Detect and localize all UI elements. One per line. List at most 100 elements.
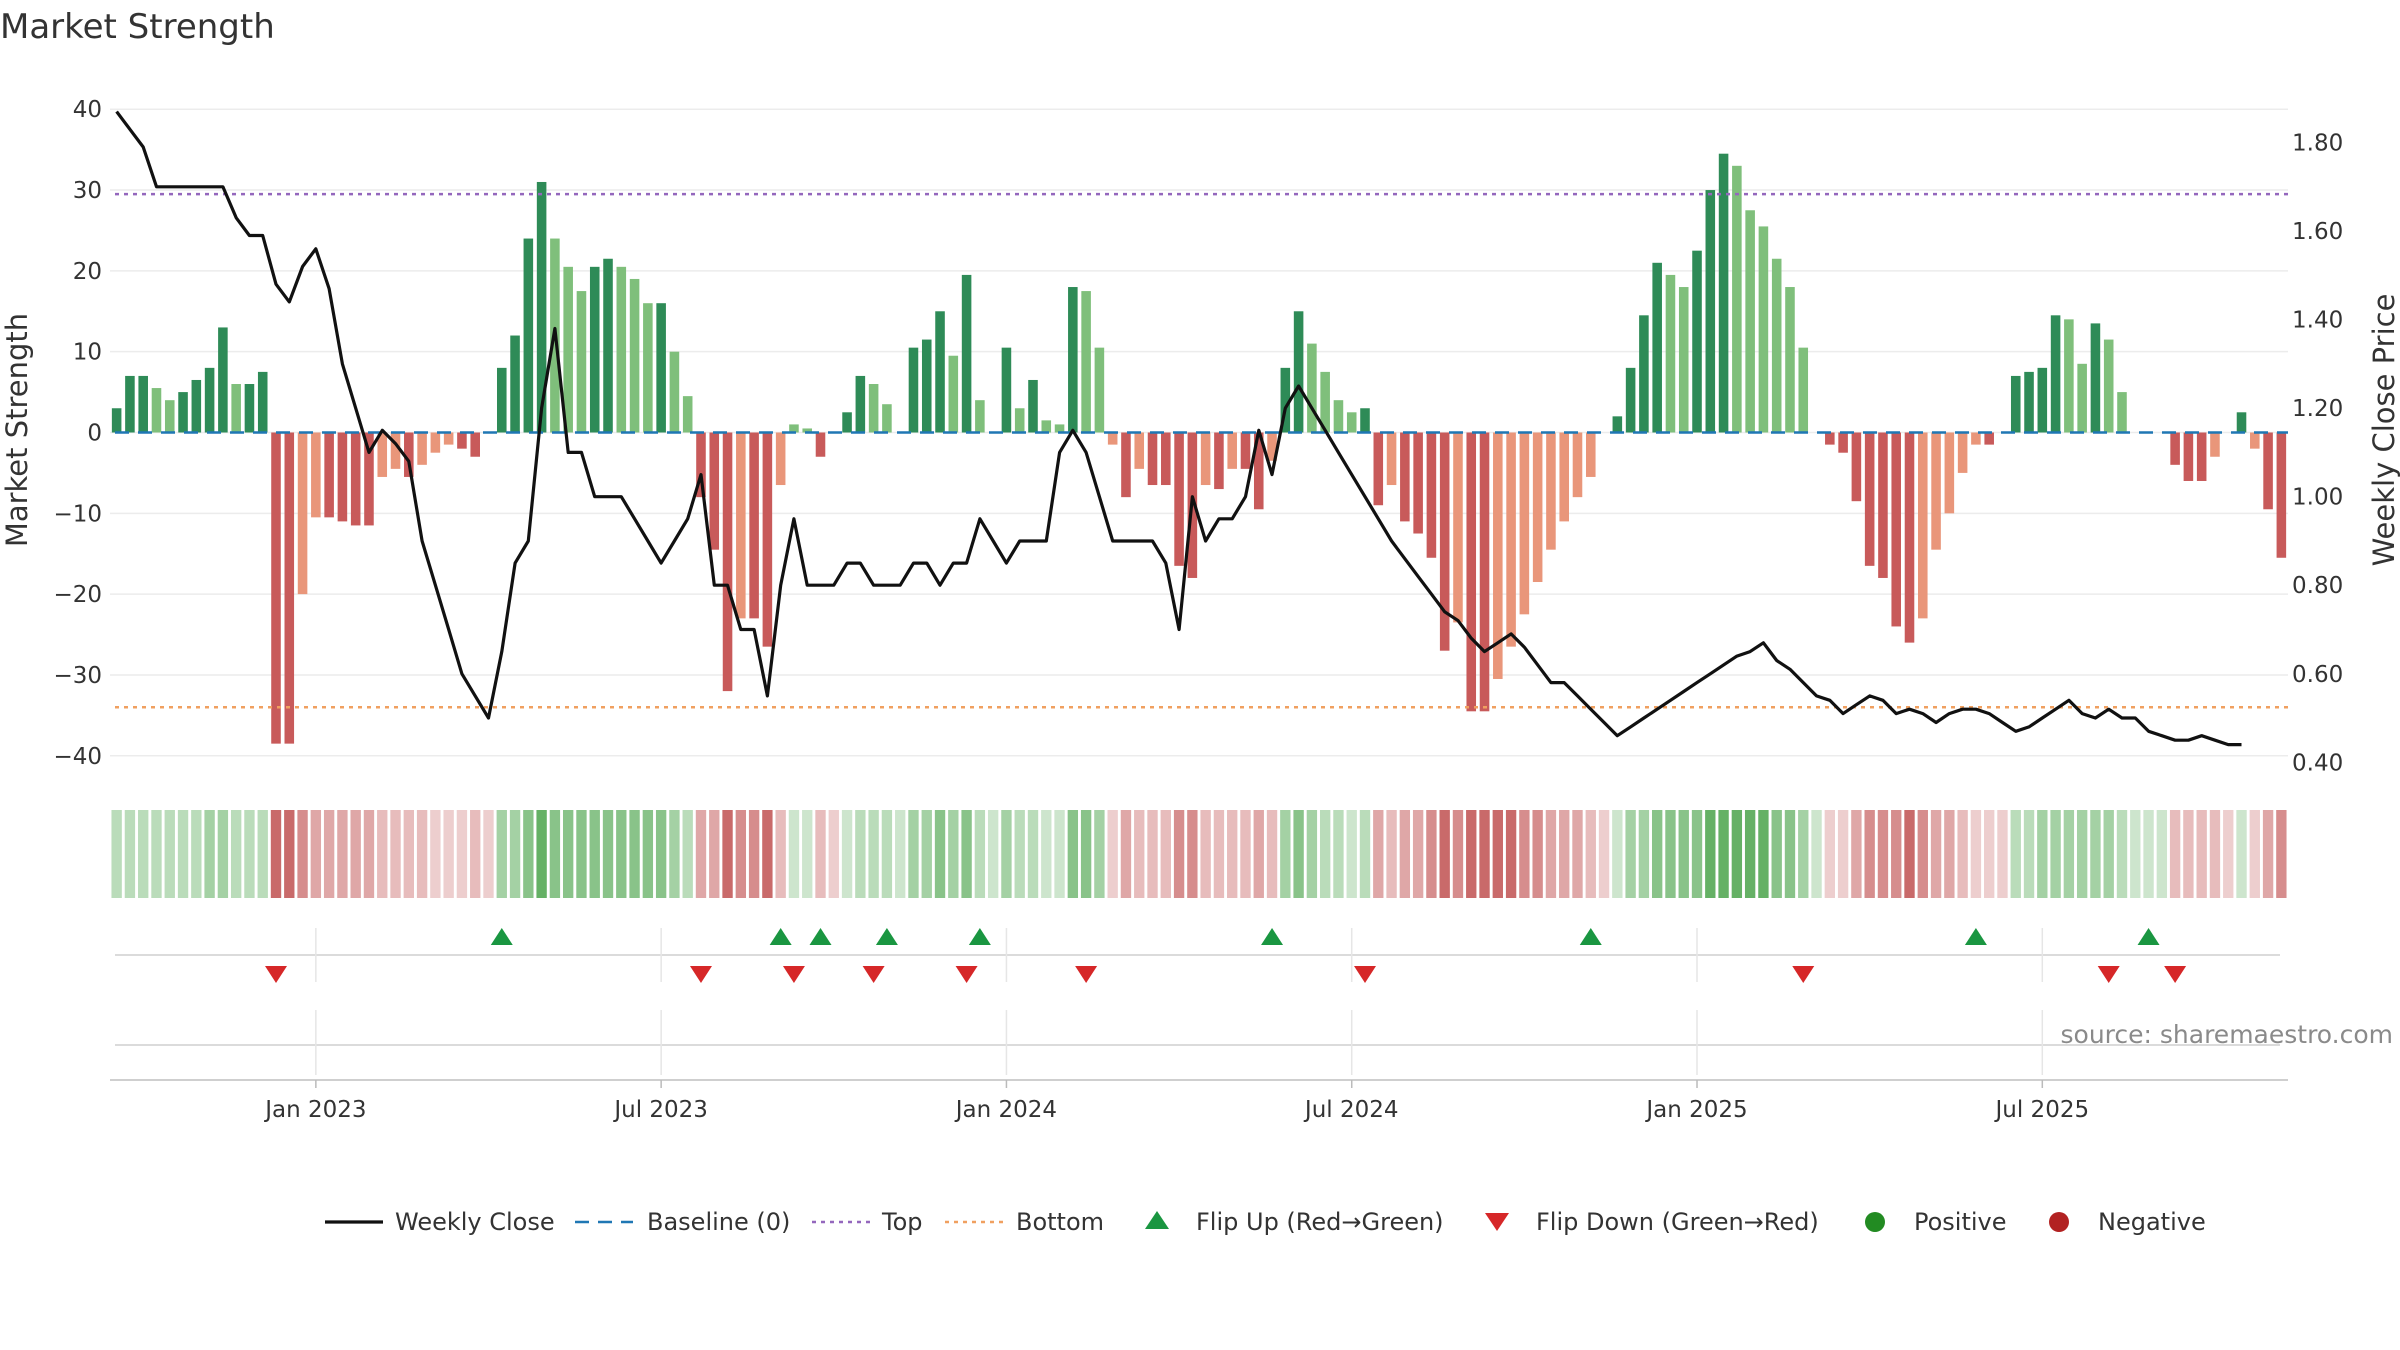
heatmap-cell: [1545, 810, 1557, 898]
strength-bar: [1121, 432, 1131, 498]
heatmap-cell: [323, 810, 335, 898]
strength-bar: [151, 388, 162, 433]
heatmap-cell: [1651, 810, 1663, 898]
strength-bar: [2050, 315, 2061, 433]
heatmap-cell: [1585, 810, 1596, 898]
heatmap-cell: [1811, 810, 1822, 898]
strength-bar: [2183, 432, 2194, 481]
flip-down-marker: [862, 966, 885, 983]
heatmap-cell: [456, 810, 468, 898]
heatmap-cell: [509, 810, 521, 898]
strength-bar: [404, 432, 414, 477]
x-ticks: Jan 2023 Jul 2023 Jan 2024 Jul 2024 Jan 2025…: [110, 928, 2288, 1123]
strength-bar: [1466, 432, 1477, 712]
heatmap-cell: [1266, 810, 1278, 898]
x-tick-label: Jul 2024: [1303, 1097, 1399, 1123]
y-tick-label: 10: [73, 340, 102, 366]
flip-down-marker: [955, 966, 978, 983]
flip-down-marker: [1792, 966, 1815, 983]
strength-bar: [204, 367, 215, 433]
strength-bar: [1957, 432, 1968, 473]
strength-bar: [2090, 323, 2101, 433]
heatmap-cell: [868, 810, 879, 898]
heatmap-cell: [1705, 810, 1716, 898]
legend-label: Flip Up (Red→Green): [1196, 1208, 1444, 1236]
flip-down-marker: [1075, 966, 1098, 983]
heatmap-cell: [1638, 810, 1650, 898]
heatmap-cell: [2130, 810, 2141, 898]
flip-up-marker: [968, 928, 991, 945]
heatmap-cell: [1758, 810, 1769, 898]
strength-bar: [2276, 432, 2287, 558]
strength-bar: [1094, 347, 1105, 433]
strength-bar: [1944, 432, 1955, 514]
heatmap-cell: [1014, 810, 1025, 898]
strength-bar: [1572, 432, 1583, 498]
heatmap-cell: [1399, 810, 1411, 898]
legend-label: Positive: [1914, 1208, 2007, 1236]
heatmap-cell: [1253, 810, 1264, 898]
heatmap-cell: [921, 810, 932, 898]
heatmap-cell: [974, 810, 986, 898]
heatmap-cell: [1731, 810, 1743, 898]
strength-bar: [1227, 432, 1237, 469]
strength-bar: [1001, 347, 1012, 433]
strength-bar: [1147, 432, 1158, 486]
strength-bar: [430, 432, 441, 453]
heatmap-cell: [430, 810, 441, 898]
strength-bar: [1307, 343, 1317, 433]
heatmap-cell: [1094, 810, 1105, 898]
heatmap-cell: [1678, 810, 1689, 898]
strength-heatmap: [111, 810, 2287, 898]
heatmap-cell: [151, 810, 162, 898]
strength-bar: [364, 432, 374, 526]
heatmap-cell: [1160, 810, 1171, 898]
strength-bar: [1665, 274, 1676, 433]
strength-bar: [257, 371, 268, 433]
strength-bar: [1891, 432, 1902, 627]
heatmap-cell: [483, 810, 494, 898]
strength-bar: [2037, 367, 2048, 433]
flip-up-marker: [809, 928, 832, 945]
strength-bar: [1652, 262, 1662, 433]
legend-label: Bottom: [1016, 1208, 1104, 1236]
legend-swatch-flip-down: [1485, 1213, 1509, 1231]
heatmap-cell: [655, 810, 667, 898]
strength-bar: [1931, 432, 1941, 550]
strength-bar: [1878, 432, 1888, 578]
strength-bar: [2024, 371, 2034, 433]
heatmap-cell: [2037, 810, 2048, 898]
strength-bar: [1267, 432, 1277, 461]
strength-bar: [1426, 432, 1437, 558]
heatmap-cell: [124, 810, 136, 898]
strength-bar: [2010, 375, 2021, 433]
strength-bar: [908, 347, 919, 433]
strength-bar: [563, 266, 573, 433]
heatmap-cell: [669, 810, 680, 898]
heatmap-cell: [2209, 810, 2221, 898]
heatmap-cell: [1997, 810, 2008, 898]
heatmap-cell: [2276, 810, 2287, 898]
strength-bar: [1705, 190, 1716, 433]
strength-bar: [125, 375, 135, 433]
legend-label: Top: [881, 1208, 923, 1236]
strength-bar: [1625, 367, 1636, 433]
legend-label: Baseline (0): [647, 1208, 790, 1236]
strength-bar: [1360, 408, 1370, 433]
heatmap-cell: [2103, 810, 2114, 898]
heatmap-cell: [2223, 810, 2234, 898]
strength-bar: [616, 266, 627, 433]
heatmap-cell: [2010, 810, 2021, 898]
heatmap-cell: [1227, 810, 1238, 898]
strength-bar: [762, 432, 773, 647]
heatmap-cell: [390, 810, 401, 898]
heatmap-cell: [1187, 810, 1198, 898]
strength-bar: [536, 181, 547, 433]
y-tick-label: −20: [53, 582, 102, 608]
heatmap-cell: [2090, 810, 2101, 898]
strength-bar: [709, 432, 720, 550]
legend-label: Weekly Close: [395, 1208, 555, 1236]
strength-bar: [1346, 412, 1357, 433]
strength-bar: [1838, 432, 1848, 453]
